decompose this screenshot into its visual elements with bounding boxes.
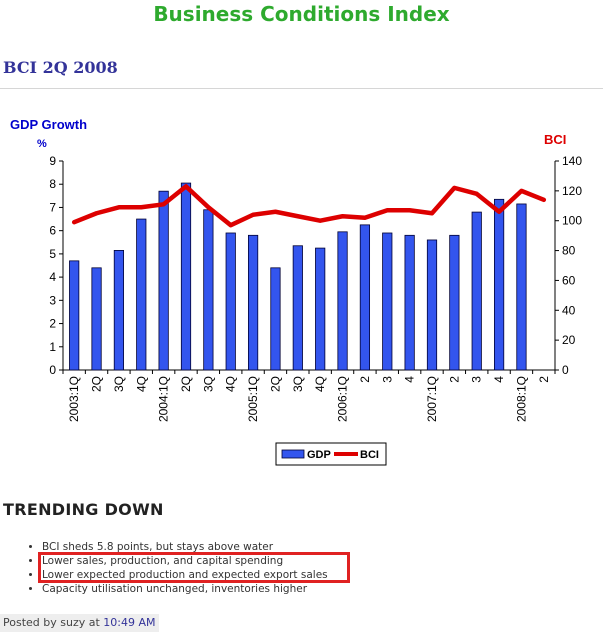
gdp-bar (404, 234, 415, 371)
bullet-item: Capacity utilisation unchanged, inventor… (42, 582, 328, 596)
x-tick-label: 2Q (179, 376, 193, 392)
x-tick-label: 2005:1Q (246, 376, 260, 422)
x-tick-label: 3Q (112, 376, 126, 392)
bullet-item: BCI sheds 5.8 points, but stays above wa… (42, 540, 328, 554)
page-title: Business Conditions Index (153, 2, 450, 26)
x-tick-label: 3Q (291, 376, 305, 392)
divider (0, 88, 603, 89)
gdp-bar (158, 190, 169, 371)
gdp-bar (471, 211, 482, 371)
right-tick-label: 0 (562, 363, 569, 377)
left-tick-label: 0 (49, 363, 56, 377)
x-tick-label: 2003:1Q (67, 376, 81, 422)
gdp-bar (493, 198, 505, 371)
left-axis-title: GDP Growth (10, 117, 87, 132)
x-tick-label: 4Q (134, 376, 148, 392)
x-tick-label: 3 (380, 376, 394, 383)
gdp-bar (113, 250, 125, 371)
gdp-bar (426, 239, 438, 371)
left-axis-unit: % (37, 138, 47, 150)
left-tick-label: 5 (49, 247, 56, 261)
section-heading: TRENDING DOWN (3, 500, 164, 519)
legend: GDP BCI (275, 442, 387, 466)
x-tick-label: 2 (537, 376, 551, 383)
bci-line (71, 184, 547, 228)
right-tick-label: 100 (562, 214, 582, 228)
bullet-list: BCI sheds 5.8 points, but stays above wa… (24, 540, 328, 596)
left-tick-label: 7 (49, 200, 56, 214)
x-tick-label: 4Q (224, 376, 238, 392)
legend-bci-label: BCI (360, 449, 379, 461)
plot-area: 0 1 2 3 4 5 6 7 8 9 0 20 40 60 80 100 120 140 2003:1Q 2Q 3Q 4… (49, 154, 582, 422)
post-time-link[interactable]: 10:49 AM (103, 616, 156, 629)
gdp-bar (337, 231, 348, 371)
gdp-bar (359, 224, 371, 371)
gdp-bar (292, 245, 303, 371)
x-tick-label: 4 (492, 376, 506, 383)
legend-gdp-label: GDP (307, 449, 331, 461)
post-title[interactable]: BCI 2Q 2008 (3, 58, 118, 77)
x-tick-label: 3 (470, 376, 484, 383)
left-tick-label: 8 (49, 177, 56, 191)
post-footer: Posted by suzy at 10:49 AM (0, 614, 159, 632)
gdp-bar (69, 260, 80, 371)
gdp-bar (203, 209, 214, 371)
x-tick-label: 2006:1Q (336, 376, 350, 422)
x-tick-label: 2 (358, 376, 372, 383)
right-tick-label: 120 (562, 184, 582, 198)
gdp-bar (516, 203, 527, 371)
right-tick-label: 40 (562, 303, 576, 317)
x-tick-label: 4 (403, 376, 417, 383)
gdp-bar (247, 234, 259, 371)
left-tick-label: 2 (49, 317, 56, 331)
left-tick-label: 4 (49, 270, 56, 284)
right-tick-label: 80 (562, 244, 576, 258)
gdp-bar (449, 234, 460, 371)
x-tick-label: 4Q (313, 376, 327, 392)
gdp-bar (270, 267, 281, 371)
right-tick-label: 60 (562, 273, 576, 287)
x-tick-label: 2 (447, 376, 461, 383)
legend-gdp-swatch (281, 449, 305, 459)
bullet-item: Lower expected production and expected e… (42, 568, 328, 582)
left-tick-label: 9 (49, 154, 56, 168)
legend-box (275, 442, 387, 466)
gdp-bar (315, 247, 326, 371)
left-tick-label: 1 (49, 340, 56, 354)
gdp-bar (225, 232, 236, 371)
left-tick-label: 6 (49, 224, 56, 238)
right-tick-label: 20 (562, 333, 576, 347)
right-tick-label: 140 (562, 154, 582, 168)
x-tick-label: 2008:1Q (514, 376, 528, 422)
x-tick-label: 2004:1Q (157, 376, 171, 422)
gdp-bar (180, 182, 192, 371)
gdp-bar (136, 218, 147, 371)
right-axis-title: BCI (544, 132, 566, 147)
x-tick-label: 2Q (268, 376, 282, 392)
bullet-item: Lower sales, production, and capital spe… (42, 554, 328, 568)
x-tick-label: 2Q (90, 376, 104, 392)
gdp-bar (382, 232, 393, 371)
x-tick-label: 3Q (201, 376, 215, 392)
posted-by-text: Posted by suzy at (3, 616, 100, 629)
x-tick-label: 2007:1Q (425, 376, 439, 422)
bci-gdp-chart: GDP Growth % BCI 0 1 2 3 4 5 6 7 8 9 0 20 40 60 80 100 1… (10, 117, 582, 466)
left-tick-label: 3 (49, 293, 56, 307)
gdp-bar (91, 267, 102, 371)
highlight-box (38, 552, 350, 583)
